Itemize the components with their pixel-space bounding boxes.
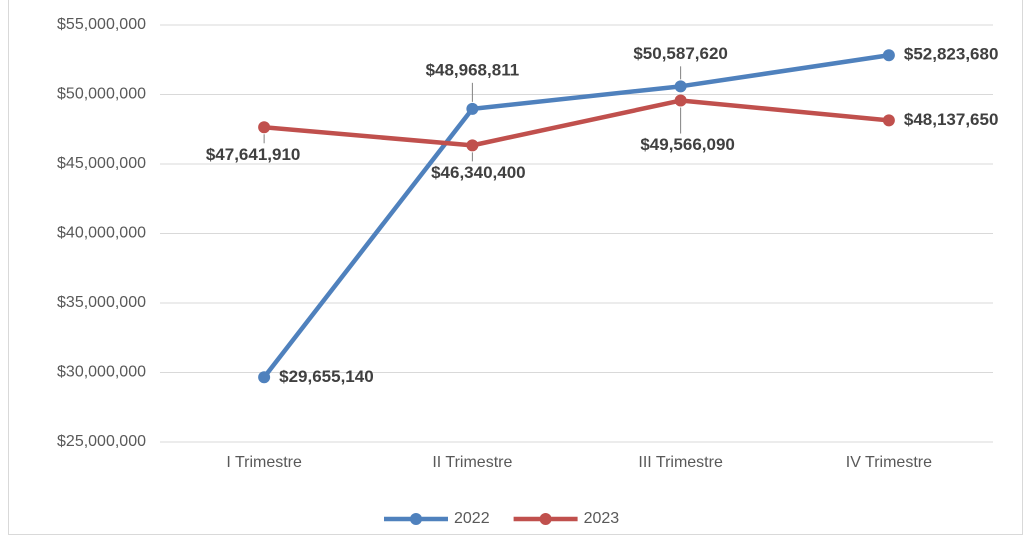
marker bbox=[674, 80, 687, 93]
x-tick-label: IV Trimestre bbox=[846, 454, 932, 471]
y-tick-label: $50,000,000 bbox=[57, 86, 146, 103]
data-label: $50,587,620 bbox=[633, 44, 728, 63]
legend-label: 2022 bbox=[454, 510, 490, 527]
data-label: $47,641,910 bbox=[206, 145, 301, 164]
x-tick-label: I Trimestre bbox=[226, 454, 302, 471]
x-tick-label: II Trimestre bbox=[432, 454, 512, 471]
y-tick-label: $45,000,000 bbox=[57, 155, 146, 172]
marker bbox=[258, 371, 271, 384]
legend-marker bbox=[539, 513, 552, 525]
data-label: $52,823,680 bbox=[904, 45, 999, 64]
x-tick-label: III Trimestre bbox=[638, 454, 723, 471]
chart-frame bbox=[8, 0, 1023, 535]
y-tick-label: $55,000,000 bbox=[57, 16, 146, 33]
y-tick-label: $25,000,000 bbox=[57, 433, 146, 450]
marker bbox=[466, 102, 479, 115]
series-line bbox=[263, 98, 890, 148]
data-label: $29,655,140 bbox=[279, 367, 374, 386]
marker bbox=[466, 139, 479, 152]
marker bbox=[882, 114, 895, 127]
y-tick-label: $30,000,000 bbox=[57, 364, 146, 381]
y-tick-label: $35,000,000 bbox=[57, 294, 146, 311]
data-label: $49,566,090 bbox=[640, 135, 735, 154]
marker bbox=[882, 49, 895, 62]
data-label: $46,340,400 bbox=[431, 163, 526, 182]
data-label: $48,968,811 bbox=[426, 60, 520, 79]
legend-label: 2023 bbox=[584, 510, 620, 527]
y-tick-label: $40,000,000 bbox=[57, 225, 146, 242]
legend-marker bbox=[410, 513, 422, 525]
data-label: $48,137,650 bbox=[904, 110, 999, 129]
marker bbox=[674, 94, 687, 107]
series-line bbox=[262, 53, 890, 379]
marker bbox=[258, 121, 271, 134]
